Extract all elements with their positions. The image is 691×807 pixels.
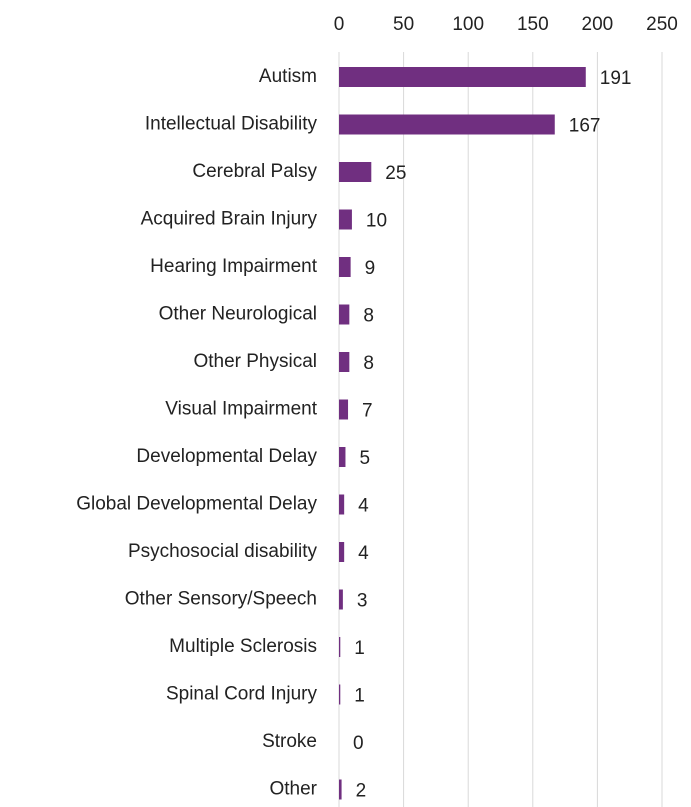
data-label: 9 [365,258,376,279]
data-label: 4 [358,543,369,564]
bar [339,304,350,325]
bar [339,684,341,705]
y-tick-label: Acquired Brain Injury [141,209,318,230]
y-tick-label: Global Developmental Delay [76,494,317,515]
y-tick-label: Developmental Delay [136,446,317,467]
y-tick-label: Other [269,779,317,800]
bar [339,494,345,515]
bar [339,779,342,800]
x-tick-label: 50 [393,14,414,35]
bar [339,637,341,657]
data-label: 25 [385,163,406,184]
x-tick-label: 100 [452,14,484,35]
x-tick-label: 0 [334,14,345,35]
y-tick-label: Other Physical [193,351,317,372]
bar [339,399,349,420]
y-tick-label: Autism [259,66,317,87]
bar [339,209,352,230]
x-tick-label: 150 [517,14,549,35]
data-label: 5 [359,448,370,469]
bar [339,257,351,277]
data-label: 10 [366,211,387,232]
y-tick-label: Multiple Sclerosis [169,636,317,657]
bar [339,589,343,610]
data-label: 0 [353,733,364,754]
bar [339,67,586,87]
x-tick-label: 250 [646,14,678,35]
data-label: 8 [363,353,374,374]
y-tick-label: Psychosocial disability [128,541,318,562]
data-label: 3 [357,591,368,612]
bar [339,162,372,182]
y-tick-label: Cerebral Palsy [192,161,317,182]
y-tick-label: Spinal Cord Injury [166,684,318,705]
y-tick-label: Other Neurological [159,304,317,325]
bar [339,352,350,372]
data-label: 8 [363,306,374,327]
data-label: 2 [356,781,367,802]
data-label: 4 [358,496,369,517]
y-tick-label: Visual Impairment [165,399,317,420]
y-tick-label: Hearing Impairment [150,256,318,277]
data-label: 1 [354,686,365,707]
bar [339,114,555,135]
bar [339,447,346,467]
data-label: 191 [600,68,632,89]
y-tick-label: Intellectual Disability [145,114,318,135]
y-tick-label: Other Sensory/Speech [125,589,317,610]
x-tick-label: 200 [582,14,614,35]
data-label: 7 [362,401,373,422]
data-label: 1 [354,638,365,659]
data-label: 167 [569,116,601,137]
bar [339,542,345,562]
y-tick-label: Stroke [262,731,317,752]
